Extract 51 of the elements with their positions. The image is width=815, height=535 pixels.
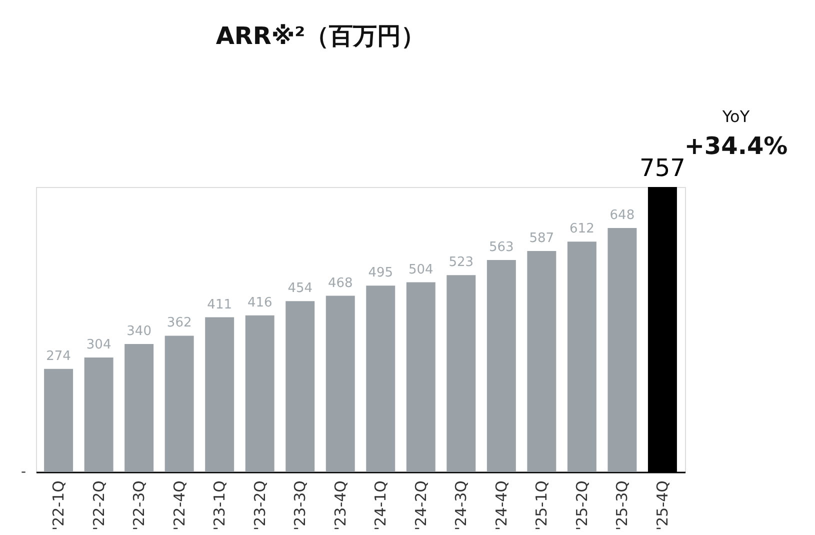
text: YoY [721, 107, 750, 126]
x-tick-label: '24-4Q [492, 480, 510, 530]
data-label: 495 [368, 266, 394, 281]
x-tick-label: '23-1Q [210, 480, 229, 530]
bar [124, 344, 154, 472]
data-label: 612 [570, 222, 594, 237]
data-label: 587 [529, 231, 554, 246]
bar [446, 275, 476, 472]
x-tick-label: '23-3Q [291, 480, 310, 530]
bar [486, 260, 516, 472]
x-tick-label: '22-1Q [50, 480, 68, 530]
bar [205, 317, 234, 472]
data-label: 362 [166, 316, 192, 331]
text: +34.4% [684, 132, 788, 160]
bar [366, 286, 396, 472]
data-label: 411 [207, 297, 232, 312]
x-tick-label: '23-4Q [331, 480, 350, 530]
x-tick-label: '25-1Q [532, 480, 551, 530]
x-tick-label: '24-1Q [372, 480, 390, 530]
bar [164, 336, 194, 472]
data-label: 340 [126, 324, 152, 339]
x-tick-label: '25-2Q [572, 480, 591, 530]
text: - [20, 464, 26, 480]
data-label: 454 [288, 281, 313, 296]
x-tick-label: '24-3Q [452, 480, 470, 530]
bar [567, 242, 596, 472]
data-label: 504 [408, 262, 434, 278]
x-tick-label: '24-2Q [412, 480, 430, 530]
bar [245, 315, 274, 472]
data-label: 523 [448, 255, 474, 270]
x-tick-label: '22-2Q [90, 480, 108, 530]
bar [527, 251, 556, 472]
bar [84, 358, 114, 472]
data-label: 416 [247, 295, 272, 310]
data-label: 757 [640, 154, 686, 182]
x-tick-label: '25-4Q [653, 480, 672, 530]
x-tick-label: '22-4Q [170, 480, 188, 530]
data-label: 563 [489, 240, 514, 256]
data-label: 274 [46, 348, 71, 364]
bar [406, 282, 436, 472]
x-tick-label: '23-2Q [250, 480, 269, 530]
bar [608, 228, 637, 472]
data-label: 648 [610, 208, 635, 224]
data-label: 468 [328, 276, 353, 291]
x-tick-label: '25-3Q [613, 480, 632, 530]
data-label: 304 [86, 338, 112, 353]
chart-title: ARR※²（百万円） [216, 22, 426, 50]
bar [326, 296, 355, 472]
x-tick-label: '22-3Q [130, 480, 148, 530]
bar [286, 301, 315, 472]
bar [44, 368, 74, 472]
